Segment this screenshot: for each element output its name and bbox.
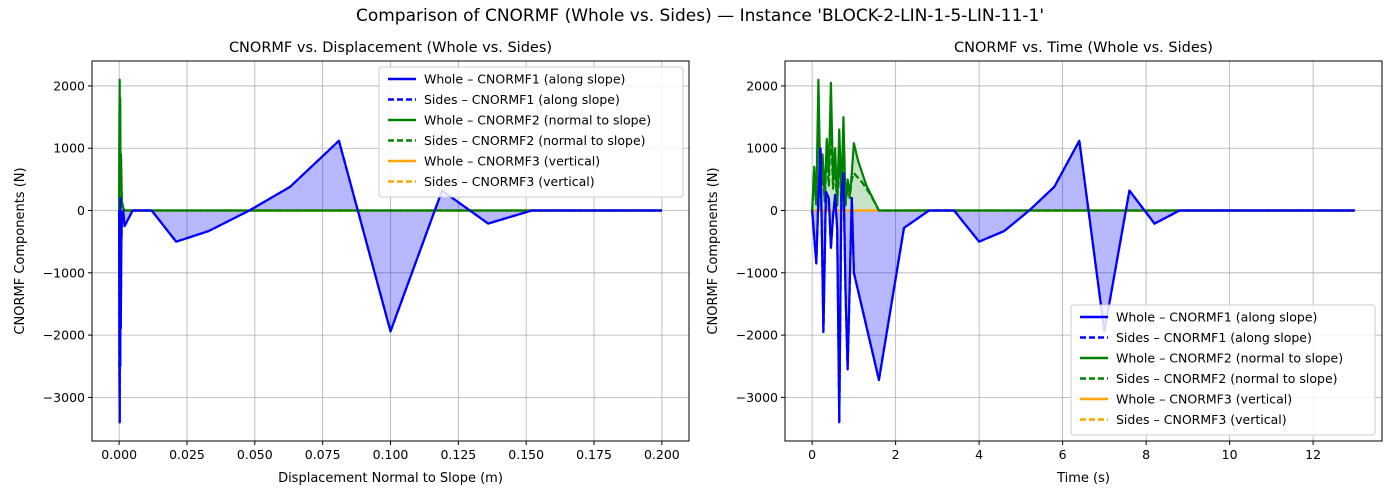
x-tick-label: 0.075: [305, 447, 341, 462]
y-tick-label: −2000: [43, 328, 85, 343]
legend-box: [1070, 304, 1376, 436]
x-tick-label: 4: [975, 447, 983, 462]
legend-entry: Whole – CNORMF3 (vertical): [1116, 392, 1292, 407]
legend-entry: Whole – CNORMF3 (vertical): [424, 154, 600, 169]
x-tick-label: 12: [1305, 447, 1321, 462]
legend-entry: Sides – CNORMF3 (vertical): [424, 174, 595, 189]
x-tick-label: 0.050: [237, 447, 273, 462]
x-tick-label: 0.100: [373, 447, 409, 462]
y-tick-label: −1000: [43, 265, 85, 280]
plot-area: [811, 78, 1355, 424]
legend: Whole – CNORMF1 (along slope) Sides – CNO…: [378, 66, 684, 198]
y-tick-label: 1000: [53, 141, 85, 156]
legend-entry: Sides – CNORMF2 (normal to slope): [424, 133, 646, 148]
x-tick-label: 8: [1142, 447, 1150, 462]
legend-box: [378, 66, 684, 198]
x-axis-label: Time (s): [1056, 471, 1110, 486]
legend-entry: Sides – CNORMF1 (along slope): [424, 92, 620, 107]
x-tick-label: 0.200: [644, 447, 680, 462]
legend-entry: Sides – CNORMF3 (vertical): [1116, 412, 1287, 427]
y-tick-label: −3000: [43, 390, 85, 405]
y-tick-label: −3000: [736, 390, 778, 405]
series-line-2: [811, 139, 1355, 424]
y-tick-label: −1000: [736, 265, 778, 280]
legend: Whole – CNORMF1 (along slope) Sides – CNO…: [1070, 304, 1376, 436]
y-tick-label: 0: [77, 203, 85, 218]
y-tick-label: 1000: [746, 141, 778, 156]
y-tick-label: 2000: [53, 78, 85, 93]
y-tick-label: 0: [770, 203, 778, 218]
figure-suptitle: Comparison of CNORMF (Whole vs. Sides) —…: [355, 6, 1045, 26]
y-tick-label: −2000: [736, 328, 778, 343]
x-tick-label: 2: [892, 447, 900, 462]
y-axis-label: CNORMF Components (N): [13, 167, 28, 334]
x-axis-label: Displacement Normal to Slope (m): [278, 471, 503, 486]
legend-entry: Sides – CNORMF1 (along slope): [1116, 330, 1312, 345]
x-tick-label: 0.000: [101, 447, 137, 462]
x-tick-label: 0.150: [508, 447, 544, 462]
y-tick-label: 2000: [746, 78, 778, 93]
x-tick-label: 0.125: [440, 447, 476, 462]
x-tick-label: 0: [808, 447, 816, 462]
x-tick-label: 0.025: [169, 447, 205, 462]
legend-entry: Whole – CNORMF1 (along slope): [424, 72, 625, 87]
legend-entry: Whole – CNORMF1 (along slope): [1116, 310, 1317, 325]
chart-panel-1: 0.000 0.025 0.050 0.075 0.100 0.125 0.150 0.175…: [13, 40, 690, 486]
legend-entry: Whole – CNORMF2 (normal to slope): [1116, 351, 1343, 366]
x-tick-label: 0.175: [576, 447, 612, 462]
x-tick-label: 6: [1059, 447, 1067, 462]
legend-entry: Whole – CNORMF2 (normal to slope): [424, 113, 651, 128]
fill-area: [812, 140, 1355, 423]
x-tick-label: 10: [1222, 447, 1238, 462]
chart-title: CNORMF vs. Displacement (Whole vs. Sides…: [229, 40, 552, 56]
chart-title: CNORMF vs. Time (Whole vs. Sides): [954, 40, 1213, 56]
y-axis-label: CNORMF Components (N): [706, 167, 721, 334]
series-line-4: [118, 103, 662, 212]
fill-area: [812, 79, 1355, 211]
axes-frame: [784, 60, 1383, 442]
chart-panel-2: 0 2 4 6 8 10 12 −3000 −2000 −1000 0 1000 2000 CNORMF …: [706, 40, 1383, 486]
legend-entry: Sides – CNORMF2 (normal to slope): [1116, 371, 1338, 386]
